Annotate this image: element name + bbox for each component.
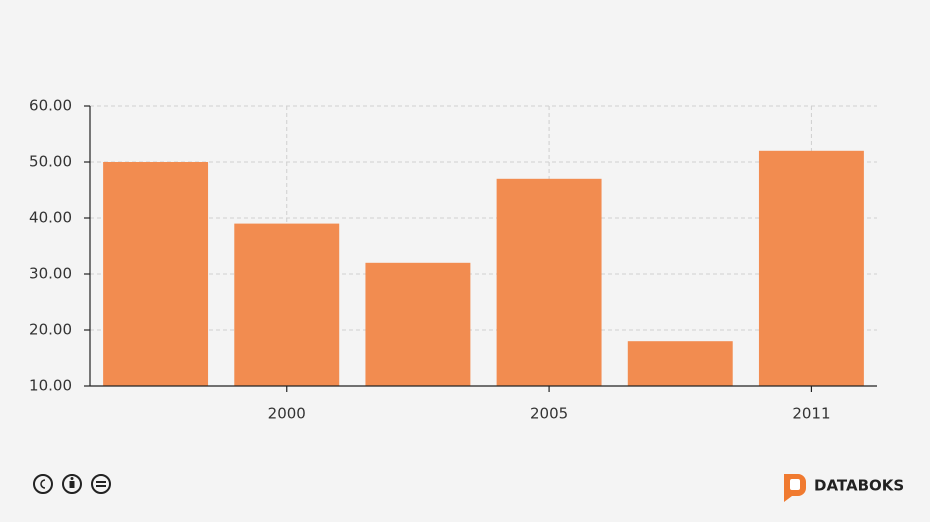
by-icon-body bbox=[69, 481, 75, 488]
y-tick-label: 20.00 bbox=[29, 321, 72, 339]
bar bbox=[103, 162, 209, 386]
by-icon-head bbox=[70, 477, 74, 480]
nd-icon bbox=[91, 474, 111, 494]
cc-icon-mark bbox=[40, 479, 46, 489]
cc-icon bbox=[33, 474, 53, 494]
bar bbox=[365, 262, 471, 386]
bar bbox=[234, 223, 340, 386]
x-tick-label: 2005 bbox=[530, 405, 568, 423]
bar bbox=[627, 341, 733, 386]
x-tick-label: 2000 bbox=[268, 405, 306, 423]
y-tick-label: 40.00 bbox=[29, 209, 72, 227]
license-icons bbox=[33, 474, 111, 494]
y-tick-label: 60.00 bbox=[29, 97, 72, 115]
plot: 10.00 20.00 30.00 40.00 50.00 60.00 2000 2005 20… bbox=[29, 97, 877, 423]
by-icon bbox=[62, 474, 82, 494]
brand-name: DATABOKS bbox=[814, 477, 904, 495]
brand-logo: DATABOKS bbox=[784, 474, 904, 502]
bar bbox=[496, 178, 602, 386]
y-tick-label: 10.00 bbox=[29, 377, 72, 395]
y-tick-label: 30.00 bbox=[29, 265, 72, 283]
nd-icon-mark bbox=[96, 481, 106, 487]
bar bbox=[758, 150, 864, 386]
x-tick-label: 2011 bbox=[792, 405, 830, 423]
y-tick-label: 50.00 bbox=[29, 153, 72, 171]
brand-icon-inner bbox=[790, 479, 800, 490]
